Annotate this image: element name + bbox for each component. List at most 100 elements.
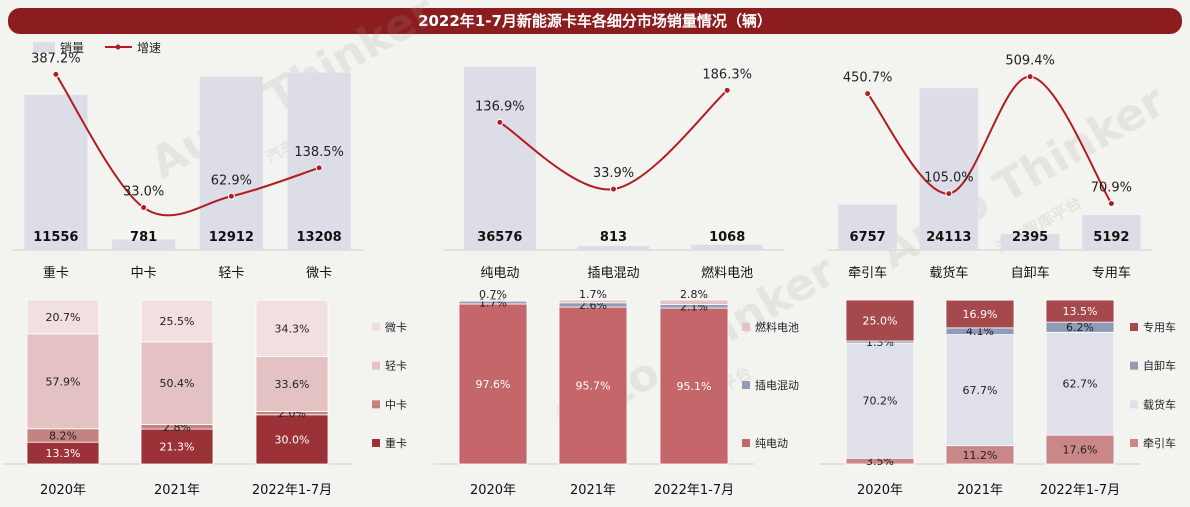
category-label: 2020年 [857,483,903,498]
growth-line [866,75,1113,205]
category-label: 2022年1-7月 [1040,483,1120,498]
segment-label: 6.2% [1066,321,1094,334]
growth-point [52,70,60,78]
bar-value-label: 6757 [850,230,886,245]
stack-segment [26,333,100,430]
bar [838,204,897,250]
segment-label: 1.7% [579,288,607,301]
stack-segment [255,356,329,412]
bar-value-label: 813 [600,230,627,245]
category-label: 2022年1-7月 [654,483,734,498]
stack-segment [845,342,915,459]
legend-line-marker [115,44,121,50]
bar [112,239,176,250]
growth-point [140,204,148,212]
category-label: 载货车 [929,265,968,281]
segment-label: 57.9% [46,375,81,388]
bar [287,72,351,250]
segment-label: 16.9% [963,308,998,321]
segment-label: 11.2% [963,449,998,462]
growth-label: 70.9% [1091,180,1132,195]
segment-label: 70.2% [863,395,898,408]
combo-chart-top-right: 6757 牵引车 24113 载货车 2395 自卸车 5192 专用车 450.7% 105.0… [827,54,1152,281]
category-label: 微卡 [306,266,332,281]
category-label: 牵引车 [848,265,887,281]
stack-segment [140,299,214,343]
growth-label: 33.9% [593,166,634,181]
legend-swatch [372,400,380,409]
growth-label: 138.5% [294,145,344,160]
category-label: 2021年 [570,483,616,498]
category-label: 重卡 [43,265,69,281]
bar-value-label: 12912 [209,230,254,245]
category-label: 插电混动 [587,266,639,281]
stacked-chart-bottom-right: 3.5%70.2%1.3%25.0%2020年11.2%67.7%4.1%16.… [820,299,1176,498]
category-label: 轻卡 [218,266,244,281]
growth-point [864,90,872,98]
legend-label: 纯电动 [755,437,788,450]
segment-label: 97.6% [476,378,511,391]
category-label: 2020年 [40,483,86,498]
growth-label: 62.9% [211,173,252,188]
growth-point [1026,73,1034,81]
category-label: 中卡 [131,266,157,281]
stack-segment [26,299,100,335]
growth-point [496,118,504,126]
legend-label: 载货车 [1143,397,1176,411]
bar [1000,233,1060,250]
stack-segment [558,299,628,304]
segment-label: 13.3% [46,447,81,460]
legend-swatch [742,439,750,447]
growth-label: 509.4% [1005,54,1055,69]
segment-label: 13.5% [1063,305,1098,318]
category-label: 纯电动 [480,266,519,281]
stack-segment [659,307,729,465]
segment-label: 95.1% [677,380,712,393]
growth-line [55,73,320,217]
legend-swatch [1130,439,1138,447]
legend-bar-label: 销量 [60,41,84,55]
legend-label: 中卡 [385,398,407,411]
legend-swatch [1130,361,1138,370]
legend-label: 专用车 [1143,320,1176,334]
segment-label: 30.0% [275,433,310,446]
growth-label: 105.0% [924,171,974,186]
stack-segment [1045,434,1115,465]
legend-label: 重卡 [385,436,407,450]
page-title: 2022年1-7月新能源卡车各细分市场销量情况（辆） [8,8,1182,34]
segment-label: 34.3% [275,322,310,335]
bar-value-label: 36576 [477,230,522,245]
segment-label: 25.5% [160,315,195,328]
combo-chart-top-middle: 36576 纯电动 813 插电混动 1068 燃料电池 136.9% 33.9% 186.3% [443,66,784,281]
growth-point [610,185,617,193]
bar-value-label: 781 [130,230,157,245]
segment-label: 8.2% [49,429,77,442]
growth-label: 33.0% [123,185,164,200]
legend-swatch [1130,323,1138,331]
bar [1082,215,1141,250]
segment-label: 0.7% [479,288,507,301]
stacked-chart-bottom-left: 13.3%8.2%57.9%20.7%2020年21.3%2.8%50.4%25… [3,299,407,498]
bar-value-label: 24113 [926,230,971,245]
stack-segment [845,299,915,342]
growth-point [315,164,323,172]
growth-point [1107,199,1115,207]
legend-label: 燃料电池 [755,320,799,334]
growth-label: 186.3% [702,67,752,82]
stack-segment [945,334,1015,447]
bar-value-label: 1068 [709,230,745,245]
combo-chart-top-left: 11556 重卡 781 中卡 12912 轻卡 13208 微卡 387.2% 33.0% 62.… [12,51,363,281]
bar [691,244,764,250]
legend-label: 牵引车 [1143,436,1176,450]
segment-label: 95.7% [576,380,611,393]
growth-label: 450.7% [843,71,893,86]
legend-swatch [742,323,750,331]
category-label: 自卸车 [1011,265,1050,281]
category-label: 专用车 [1092,265,1131,281]
stack-segment [255,299,329,357]
stack-segment [1045,299,1115,323]
